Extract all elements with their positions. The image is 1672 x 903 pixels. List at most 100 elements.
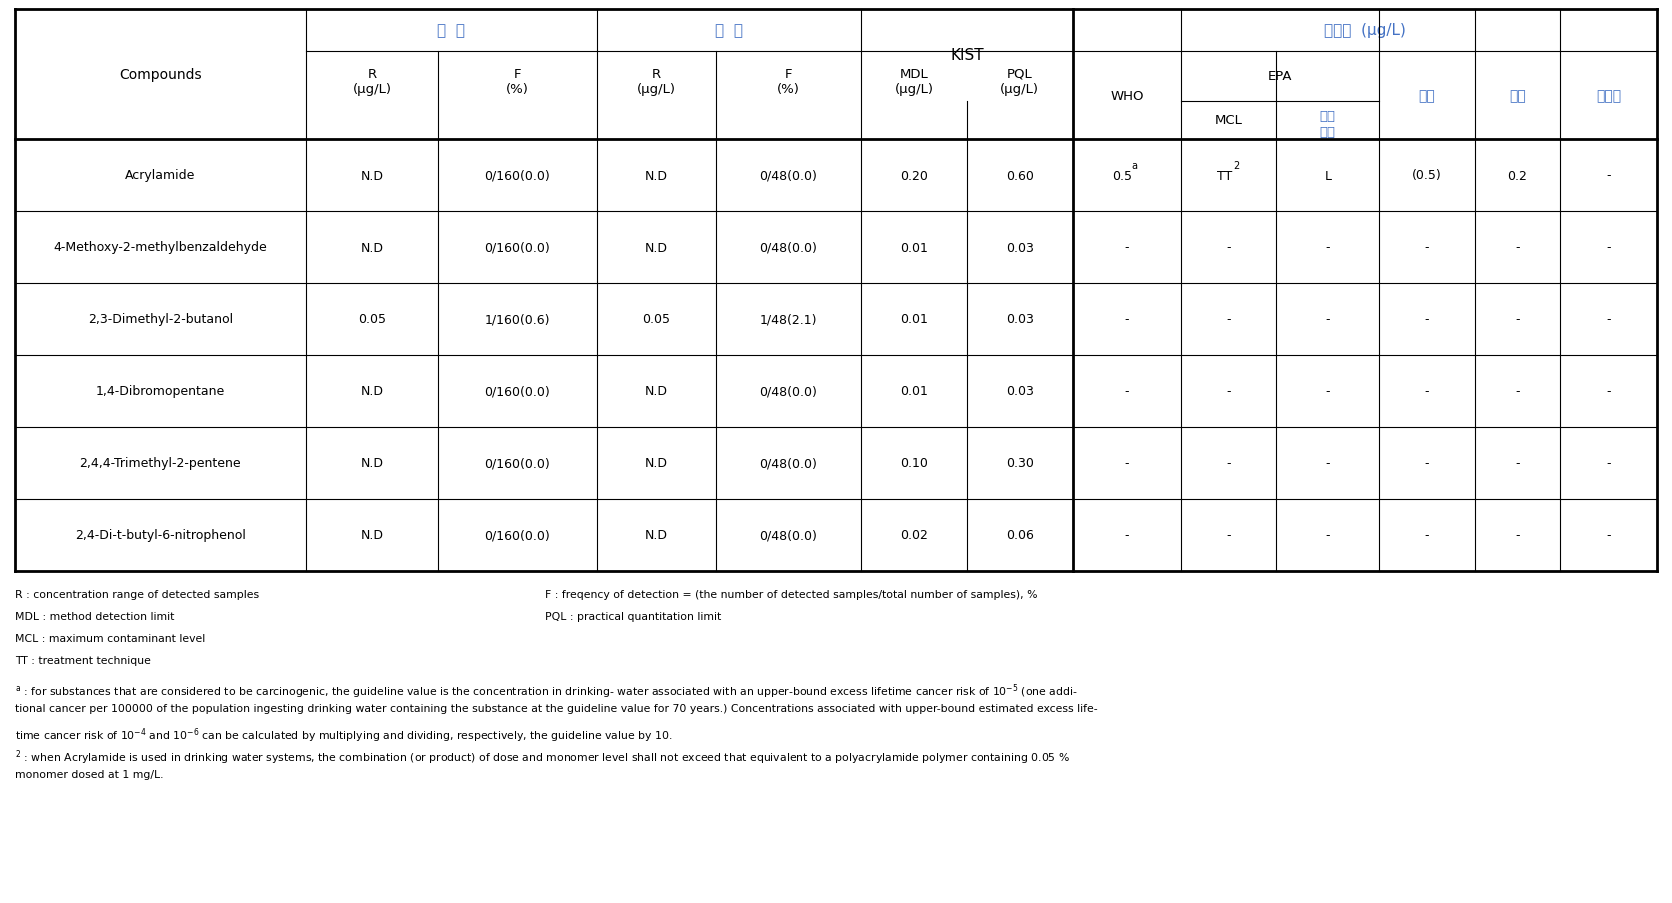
Text: 0/48(0.0): 0/48(0.0) [759,385,818,398]
Text: -: - [1125,313,1129,326]
Text: -: - [1607,170,1612,182]
Text: -: - [1125,457,1129,470]
Text: R: R [652,68,660,80]
Text: 2: 2 [1234,161,1239,171]
Text: (%): (%) [507,82,528,96]
Text: 0.05: 0.05 [642,313,670,326]
Text: F: F [513,68,522,80]
Text: 0.06: 0.06 [1007,529,1033,542]
Text: 원  수: 원 수 [716,23,742,39]
Text: -: - [1425,313,1430,326]
Text: -: - [1226,241,1231,255]
Text: N.D: N.D [645,170,667,182]
Text: 0/160(0.0): 0/160(0.0) [485,241,550,255]
Text: MCL : maximum contaminant level: MCL : maximum contaminant level [15,633,206,643]
Text: N.D: N.D [645,529,667,542]
Text: -: - [1425,529,1430,542]
Text: 1/160(0.6): 1/160(0.6) [485,313,550,326]
Text: -: - [1515,385,1520,398]
Text: (μg/L): (μg/L) [895,82,933,96]
Text: -: - [1515,457,1520,470]
Text: N.D: N.D [361,457,383,470]
Text: Acrylamide: Acrylamide [125,170,196,182]
Text: monomer dosed at 1 mg/L.: monomer dosed at 1 mg/L. [15,769,164,779]
Text: (μg/L): (μg/L) [637,82,675,96]
Text: L: L [1324,170,1331,182]
Text: R : concentration range of detected samples: R : concentration range of detected samp… [15,590,259,600]
Text: F : freqency of detection = (the number of detected samples/total number of samp: F : freqency of detection = (the number … [545,590,1038,600]
Text: 기준값  (μg/L): 기준값 (μg/L) [1324,23,1406,39]
Text: (0.5): (0.5) [1413,170,1441,182]
Text: 0.30: 0.30 [1007,457,1033,470]
Text: 0/48(0.0): 0/48(0.0) [759,170,818,182]
Text: N.D: N.D [645,241,667,255]
Text: -: - [1607,241,1612,255]
Text: -: - [1515,529,1520,542]
Text: 1,4-Dibromopentane: 1,4-Dibromopentane [95,385,226,398]
Text: -: - [1125,241,1129,255]
Text: -: - [1226,457,1231,470]
Text: -: - [1326,385,1329,398]
Text: $\mathregular{^2}$ : when Acrylamide is used in drinking water systems, the comb: $\mathregular{^2}$ : when Acrylamide is … [15,747,1070,766]
Text: -: - [1425,457,1430,470]
Text: (μg/L): (μg/L) [353,82,391,96]
Text: N.D: N.D [361,529,383,542]
Text: time cancer risk of 10$\mathregular{^{-4}}$ and 10$\mathregular{^{-6}}$ can be c: time cancer risk of 10$\mathregular{^{-4… [15,725,672,744]
Text: N.D: N.D [645,385,667,398]
Text: -: - [1607,313,1612,326]
Text: EPA: EPA [1267,70,1292,83]
Text: 2,4-Di-t-butyl-6-nitrophenol: 2,4-Di-t-butyl-6-nitrophenol [75,529,246,542]
Text: N.D: N.D [645,457,667,470]
Text: -: - [1326,241,1329,255]
Text: 호주: 호주 [1510,88,1527,103]
Text: 정  수: 정 수 [438,23,465,39]
Text: KIST: KIST [950,49,983,63]
Text: R: R [368,68,376,80]
Text: (%): (%) [777,82,799,96]
Text: 발암: 발암 [1319,109,1336,123]
Text: -: - [1226,313,1231,326]
Text: 0/48(0.0): 0/48(0.0) [759,529,818,542]
Text: (μg/L): (μg/L) [1000,82,1040,96]
Text: -: - [1326,529,1329,542]
Text: 2,4,4-Trimethyl-2-pentene: 2,4,4-Trimethyl-2-pentene [80,457,241,470]
Text: 0/48(0.0): 0/48(0.0) [759,457,818,470]
Text: -: - [1607,457,1612,470]
Text: 0.05: 0.05 [358,313,386,326]
Text: N.D: N.D [361,241,383,255]
Text: -: - [1425,241,1430,255]
Text: 0.01: 0.01 [900,385,928,398]
Text: 0.5: 0.5 [1112,170,1132,182]
Text: 0.03: 0.03 [1007,385,1033,398]
Text: a: a [1132,161,1139,171]
Text: -: - [1125,529,1129,542]
Text: -: - [1425,385,1430,398]
Text: 0/48(0.0): 0/48(0.0) [759,241,818,255]
Text: 4-Methoxy-2-methylbenzaldehyde: 4-Methoxy-2-methylbenzaldehyde [54,241,268,255]
Text: F: F [784,68,793,80]
Text: -: - [1607,385,1612,398]
Text: N.D: N.D [361,170,383,182]
Text: 0.10: 0.10 [900,457,928,470]
Text: MDL : method detection limit: MDL : method detection limit [15,611,174,621]
Text: -: - [1607,529,1612,542]
Text: 2,3-Dimethyl-2-butanol: 2,3-Dimethyl-2-butanol [89,313,232,326]
Text: 0/160(0.0): 0/160(0.0) [485,529,550,542]
Text: 그룹: 그룹 [1319,126,1336,139]
Text: 0.01: 0.01 [900,313,928,326]
Text: 0.2: 0.2 [1508,170,1528,182]
Text: tional cancer per 100000 of the population ingesting drinking water containing t: tional cancer per 100000 of the populati… [15,703,1097,713]
Text: 캐나다: 캐나다 [1597,88,1622,103]
Text: TT : treatment technique: TT : treatment technique [15,656,150,666]
Text: -: - [1326,457,1329,470]
Text: Compounds: Compounds [119,68,202,82]
Text: -: - [1125,385,1129,398]
Text: WHO: WHO [1110,89,1144,102]
Bar [15,10,1657,572]
Text: -: - [1226,385,1231,398]
Text: -: - [1515,313,1520,326]
Text: MDL: MDL [900,68,928,80]
Text: PQL: PQL [1007,68,1033,80]
Text: 0.03: 0.03 [1007,313,1033,326]
Text: 0.01: 0.01 [900,241,928,255]
